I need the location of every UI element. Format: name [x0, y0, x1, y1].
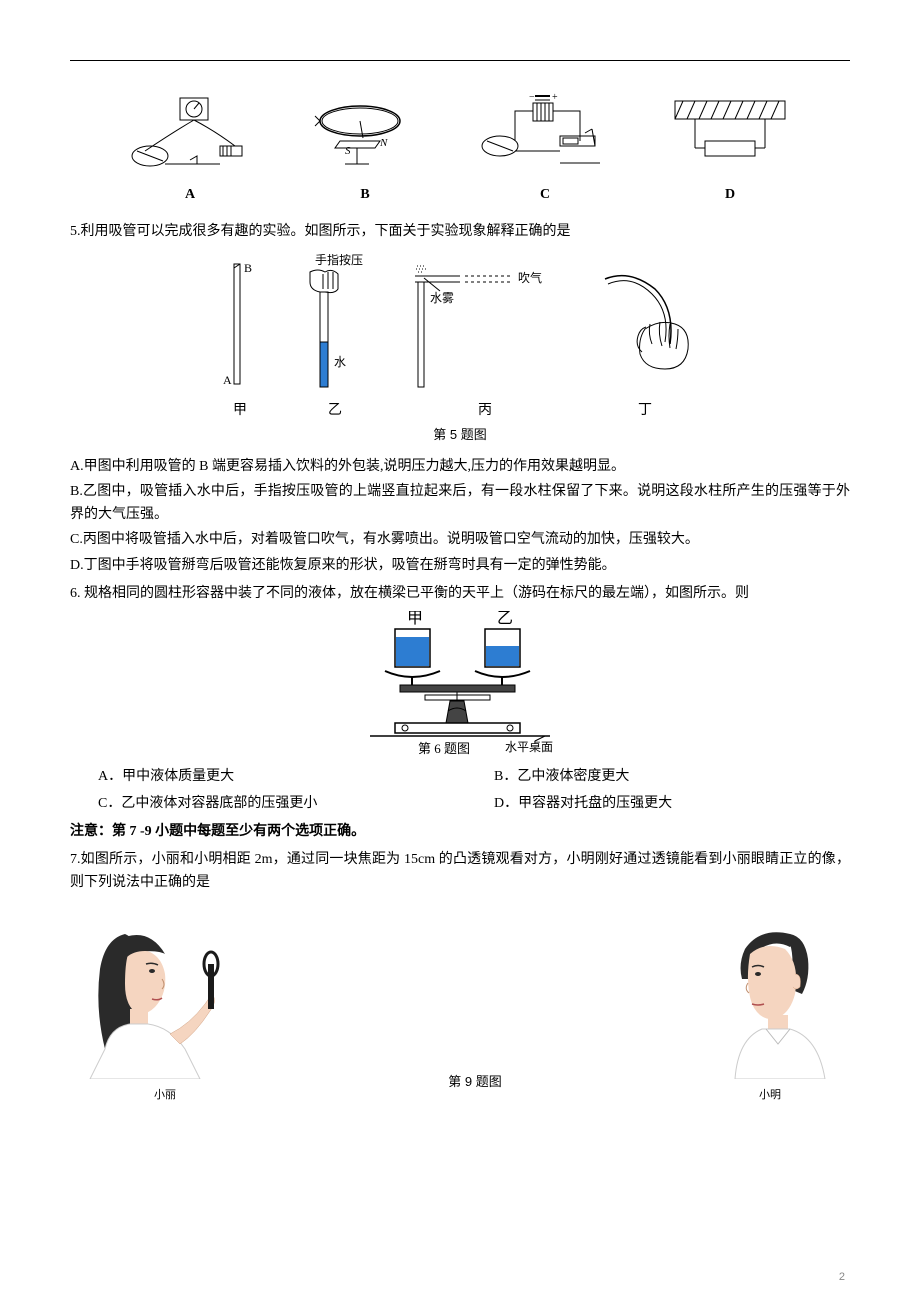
q6-option-d: D．甲容器对托盘的压强更大 — [494, 793, 850, 815]
q5-label-ding: 丁 — [638, 400, 652, 422]
q5-label-jia: 甲 — [233, 400, 247, 422]
q7-caption: 第 9 题图 — [448, 1072, 501, 1093]
q4-fig-c: − + C — [475, 91, 615, 206]
q4-label-d: D — [725, 184, 735, 206]
svg-text:水平桌面: 水平桌面 — [505, 740, 553, 754]
svg-text:水: 水 — [334, 355, 346, 369]
q6-figure-wrap: 甲 乙 第 6 题图 水平桌面 — [70, 611, 850, 761]
q7-center-caption: 第 9 题图 — [448, 1072, 501, 1105]
svg-text:吹气: 吹气 — [518, 270, 542, 285]
q7-right-person: 小明 — [690, 909, 850, 1105]
q6-diagram: 甲 乙 第 6 题图 水平桌面 — [340, 611, 580, 761]
q5-sub-ding: 丁 — [590, 254, 700, 422]
svg-text:第 6 题图: 第 6 题图 — [418, 741, 470, 756]
q4-label-c: C — [540, 184, 550, 206]
q7-left-name: 小丽 — [154, 1087, 176, 1105]
q4-figure-row: A S N B − + — [100, 91, 820, 206]
top-rule — [70, 60, 850, 61]
q5-option-d: D.丁图中手将吸管掰弯后吸管还能恢复原来的形状，吸管在掰弯时具有一定的弹性势能。 — [70, 555, 850, 577]
q4-fig-b: S N B — [305, 96, 425, 206]
q4-label-a: A — [185, 184, 195, 206]
q5-a-label: A — [223, 373, 232, 387]
q5-diagram-yi: 手指按压 水 — [290, 254, 380, 394]
page-number: 2 — [839, 1269, 845, 1287]
q4-diagram-a — [125, 96, 255, 176]
q4-diagram-d — [665, 96, 795, 176]
svg-text:乙: 乙 — [497, 611, 513, 627]
q7-xiaoli-svg — [70, 909, 260, 1079]
q7-right-name: 小明 — [759, 1087, 781, 1105]
svg-text:手指按压: 手指按压 — [315, 254, 363, 267]
q5-sub-yi: 手指按压 水 乙 — [290, 254, 380, 422]
svg-text:N: N — [379, 137, 388, 149]
q5-label-yi: 乙 — [328, 400, 342, 422]
q5-label-bing: 丙 — [478, 400, 492, 422]
q4-fig-d: D — [665, 96, 795, 206]
q5-option-b: B.乙图中，吸管插入水中后，手指按压吸管的上端竖直拉起来后，有一段水柱保留了下来… — [70, 481, 850, 526]
q5-option-a: A.甲图中利用吸管的 B 端更容易插入饮料的外包装,说明压力越大,压力的作用效果… — [70, 456, 850, 478]
q5-diagram-ding — [590, 254, 700, 394]
q6-option-c: C．乙中液体对容器底部的压强更小 — [98, 793, 454, 815]
q6-option-b: B．乙中液体密度更大 — [494, 766, 850, 788]
q6-stem: 6. 规格相同的圆柱形容器中装了不同的液体，放在横梁已平衡的天平上（游码在标尺的… — [70, 583, 850, 605]
svg-text:S: S — [345, 145, 351, 157]
q5-sub-bing: 水雾 吹气 丙 — [410, 254, 560, 422]
multi-answer-note: 注意：第 7 -9 小题中每题至少有两个选项正确。 — [70, 821, 850, 843]
q6-options: A．甲中液体质量更大 B．乙中液体密度更大 C．乙中液体对容器底部的压强更小 D… — [98, 766, 850, 815]
svg-text:甲: 甲 — [407, 611, 423, 627]
svg-text:+: + — [552, 92, 558, 103]
svg-text:−: − — [529, 92, 535, 103]
q5-figure-wrap: B A 甲 手指按压 水 乙 — [70, 254, 850, 422]
q5-option-c: C.丙图中将吸管插入水中后，对着吸管口吹气，有水雾喷出。说明吸管口空气流动的加快… — [70, 529, 850, 551]
q5-diagram-bing: 水雾 吹气 — [410, 254, 560, 394]
q7-stem: 7.如图所示，小丽和小明相距 2m，通过同一块焦距为 15cm 的凸透镜观看对方… — [70, 849, 850, 894]
svg-text:水雾: 水雾 — [430, 291, 454, 305]
q6-option-a: A．甲中液体质量更大 — [98, 766, 454, 788]
q4-diagram-c: − + — [475, 91, 615, 176]
q4-label-b: B — [360, 184, 369, 206]
q5-b-label: B — [244, 261, 252, 275]
q4-fig-a: A — [125, 96, 255, 206]
q5-diagram-jia: B A — [220, 254, 260, 394]
q7-figure-wrap: 小丽 第 9 题图 小明 — [70, 909, 850, 1105]
q5-stem: 5.利用吸管可以完成很多有趣的实验。如图所示，下面关于实验现象解释正确的是 — [70, 221, 850, 243]
q7-xiaoming-svg — [690, 909, 850, 1079]
q5-sub-jia: B A 甲 — [220, 254, 260, 422]
q7-left-person: 小丽 — [70, 909, 260, 1105]
q4-diagram-b: S N — [305, 96, 425, 176]
q5-caption: 第 5 题图 — [70, 425, 850, 446]
